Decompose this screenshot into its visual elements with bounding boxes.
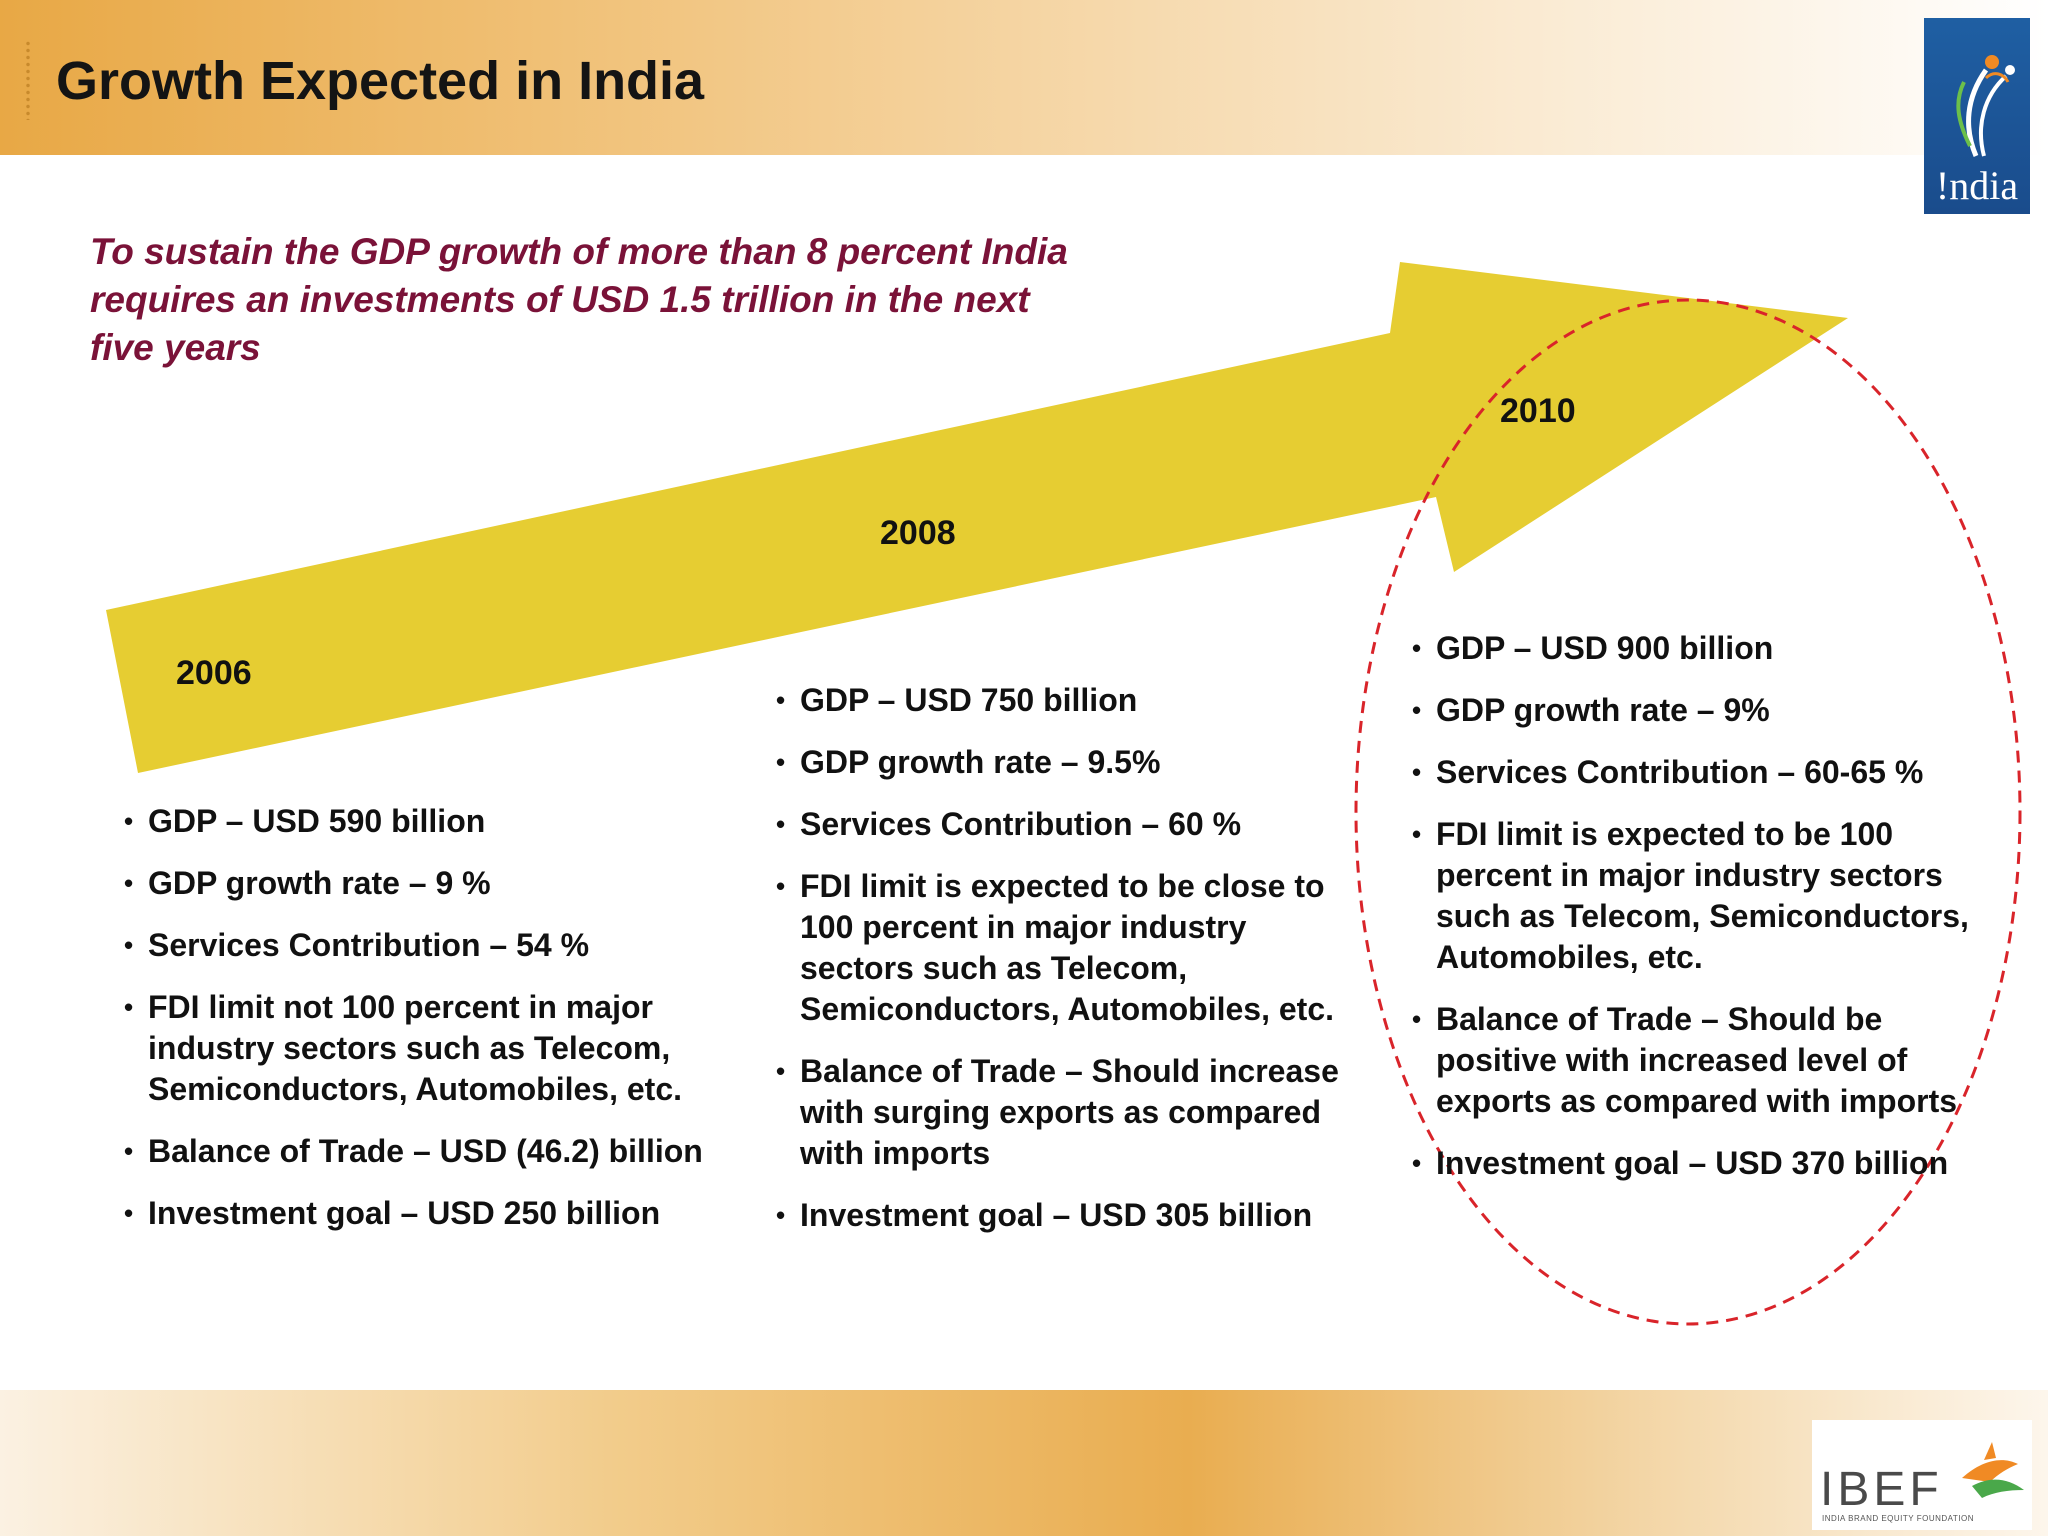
ibef-bird-icon [1962, 1442, 2024, 1498]
year-label-2006: 2006 [176, 654, 252, 692]
list-item: Balance of Trade – USD (46.2) billion [124, 1131, 724, 1172]
column-2006-list: GDP – USD 590 billion GDP growth rate – … [124, 801, 724, 1255]
year-label-2008: 2008 [880, 514, 956, 552]
growth-arrow [106, 262, 1848, 773]
list-item: Balance of Trade – Should increase with … [776, 1051, 1366, 1174]
footer-band [0, 1390, 2048, 1536]
list-item: Services Contribution – 54 % [124, 925, 724, 966]
list-item: GDP – USD 590 billion [124, 801, 724, 842]
india-swirl-icon [1956, 55, 2015, 157]
ibef-logo-subtext: INDIA BRAND EQUITY FOUNDATION [1822, 1514, 1974, 1523]
subtitle: To sustain the GDP growth of more than 8… [90, 231, 1068, 368]
list-item: Investment goal – USD 370 billion [1412, 1143, 2012, 1184]
slide-title: Growth Expected in India [56, 51, 705, 111]
list-item: Services Contribution – 60-65 % [1412, 752, 2012, 793]
list-item: FDI limit is expected to be close to 100… [776, 866, 1366, 1030]
list-item: Investment goal – USD 250 billion [124, 1193, 724, 1234]
column-2010-list: GDP – USD 900 billion GDP growth rate – … [1412, 628, 2012, 1205]
list-item: Balance of Trade – Should be positive wi… [1412, 999, 2012, 1122]
ibef-logo-text: IBEF [1820, 1463, 1943, 1516]
year-label-2010: 2010 [1500, 392, 1576, 430]
india-logo-text: !ndia [1935, 163, 2019, 208]
list-item: GDP – USD 750 billion [776, 680, 1366, 721]
header-dots-decoration [26, 40, 30, 120]
header-band [0, 0, 2048, 155]
list-item: Services Contribution – 60 % [776, 804, 1366, 845]
list-item: FDI limit is expected to be 100 percent … [1412, 814, 2012, 978]
incredible-india-logo: !ndia [1924, 18, 2030, 214]
list-item: GDP – USD 900 billion [1412, 628, 2012, 669]
column-2008-list: GDP – USD 750 billion GDP growth rate – … [776, 680, 1366, 1257]
list-item: GDP growth rate – 9% [1412, 690, 2012, 731]
list-item: FDI limit not 100 percent in major indus… [124, 987, 724, 1110]
list-item: GDP growth rate – 9 % [124, 863, 724, 904]
list-item: Investment goal – USD 305 billion [776, 1195, 1366, 1236]
ibef-logo: IBEF INDIA BRAND EQUITY FOUNDATION [1812, 1420, 2032, 1530]
list-item: GDP growth rate – 9.5% [776, 742, 1366, 783]
